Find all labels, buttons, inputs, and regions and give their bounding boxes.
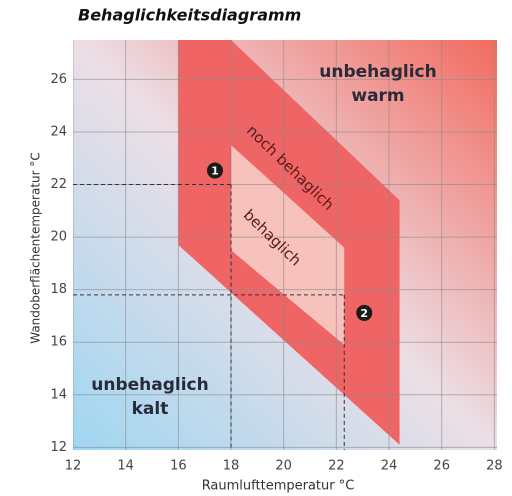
- x-tick-label: 14: [117, 459, 134, 474]
- y-tick-label: 22: [50, 177, 67, 192]
- x-axis-label: Raumlufttemperatur °C: [202, 479, 355, 494]
- zone-label: unbehaglich: [319, 62, 436, 82]
- y-tick-label: 12: [50, 440, 67, 455]
- y-tick-label: 26: [50, 72, 67, 87]
- point-label: 1: [211, 165, 219, 178]
- x-tick-label: 22: [328, 459, 345, 474]
- x-tick-label: 12: [65, 459, 82, 474]
- y-tick-label: 20: [50, 230, 67, 245]
- x-tick-label: 20: [275, 459, 292, 474]
- region: [231, 145, 345, 345]
- zone-label: kalt: [132, 399, 169, 419]
- x-tick-label: 26: [433, 459, 450, 474]
- x-tick-label: 28: [486, 459, 503, 474]
- y-tick-label: 24: [50, 124, 67, 139]
- point-label: 2: [360, 307, 368, 320]
- zone-label: unbehaglich: [91, 375, 208, 395]
- x-tick-label: 16: [170, 459, 187, 474]
- x-tick-label: 24: [381, 459, 398, 474]
- y-tick-label: 14: [50, 387, 67, 402]
- y-tick-label: 18: [50, 282, 67, 297]
- point-marker: [207, 162, 224, 179]
- chart-title: Behaglichkeitsdiagramm: [78, 6, 301, 25]
- point-marker: [356, 304, 373, 321]
- zone-label: warm: [351, 86, 404, 106]
- plot: [73, 40, 497, 450]
- y-tick-label: 16: [50, 335, 67, 350]
- x-tick-label: 18: [223, 459, 240, 474]
- y-axis-label: Wandoberflächentemperatur °C: [29, 152, 43, 344]
